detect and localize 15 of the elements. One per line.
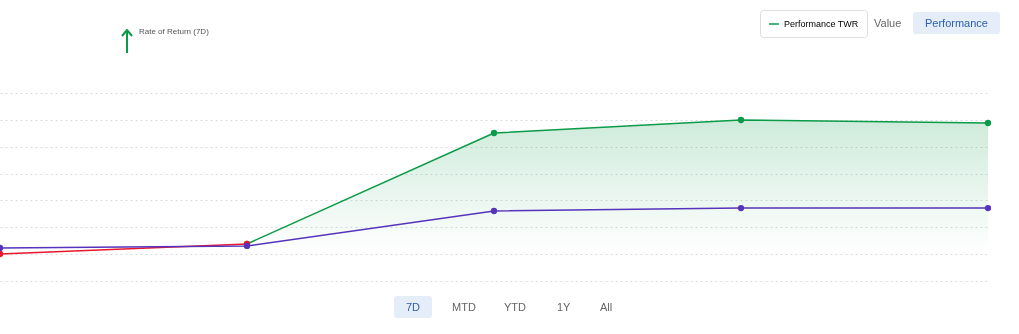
text: YTD	[503, 300, 527, 315]
legend-label: Performance TWR	[784, 19, 859, 29]
text: 7D	[394, 296, 433, 318]
text: All	[599, 300, 614, 315]
point	[490, 207, 498, 215]
point	[737, 204, 745, 212]
point	[490, 129, 498, 137]
point	[984, 204, 992, 212]
point	[984, 119, 992, 127]
text: Performance	[913, 12, 1000, 34]
text: 1Y	[556, 300, 572, 315]
text: Rate of Return (7D)	[139, 27, 209, 36]
text: MTD	[451, 300, 477, 315]
text: Value	[873, 16, 903, 31]
point	[737, 116, 745, 124]
